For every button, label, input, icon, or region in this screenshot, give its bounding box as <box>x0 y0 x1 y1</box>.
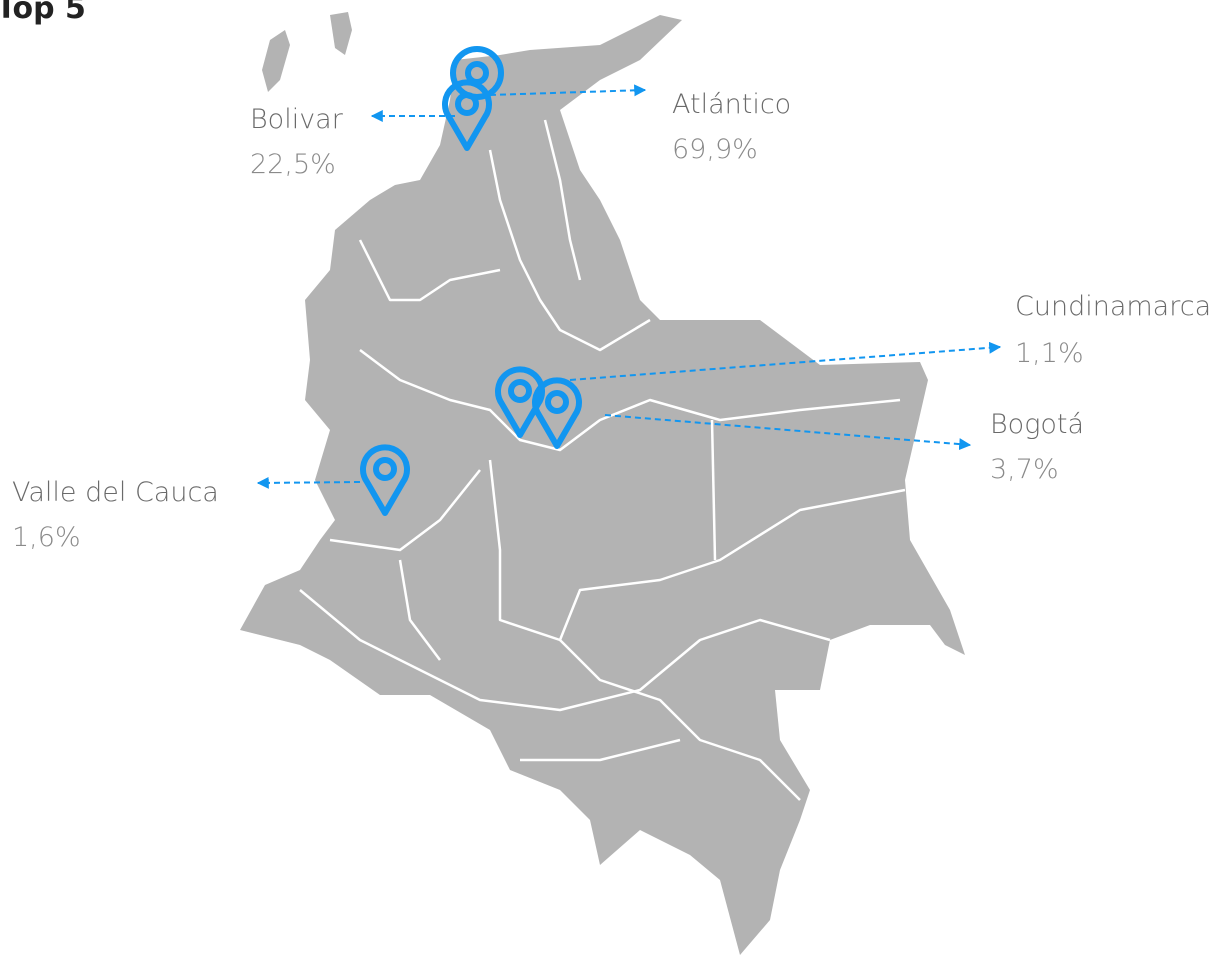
department-border <box>543 119 582 281</box>
department-border <box>488 459 906 642</box>
department-border <box>559 639 801 801</box>
department-border <box>329 469 481 552</box>
location-value: 69,9% <box>672 134 758 165</box>
location-value: 1,1% <box>1015 338 1084 369</box>
department-border <box>488 149 651 352</box>
pin <box>442 79 492 151</box>
island <box>262 30 290 92</box>
location-value: 1,6% <box>12 522 81 553</box>
arrow <box>489 84 647 97</box>
island <box>330 12 352 55</box>
arrow <box>256 476 361 489</box>
location-value: 3,7% <box>990 454 1059 485</box>
department-border <box>710 419 717 561</box>
labels: Atlántico 69,9% Bolivar 22,5% Cundinamar… <box>12 89 1211 553</box>
arrow <box>569 341 1002 381</box>
pin <box>360 444 410 516</box>
location-name: Cundinamarca <box>1015 291 1211 322</box>
arrow <box>604 414 972 451</box>
pin <box>532 377 582 449</box>
pin <box>495 366 545 438</box>
department-border <box>520 738 681 762</box>
location-name: Atlántico <box>672 89 791 120</box>
department-border <box>299 589 831 712</box>
location-name: Bolivar <box>250 104 344 135</box>
country <box>240 15 965 955</box>
department-border <box>398 559 441 661</box>
location-name: Valle del Cauca <box>12 477 219 508</box>
department-border <box>359 349 901 452</box>
arrows <box>256 84 1002 489</box>
colombia-map <box>240 12 965 955</box>
location-name: Bogotá <box>990 409 1084 440</box>
location-value: 22,5% <box>250 149 336 180</box>
title: Top 5 <box>0 0 86 26</box>
pins <box>360 46 582 516</box>
department-border <box>358 239 501 302</box>
